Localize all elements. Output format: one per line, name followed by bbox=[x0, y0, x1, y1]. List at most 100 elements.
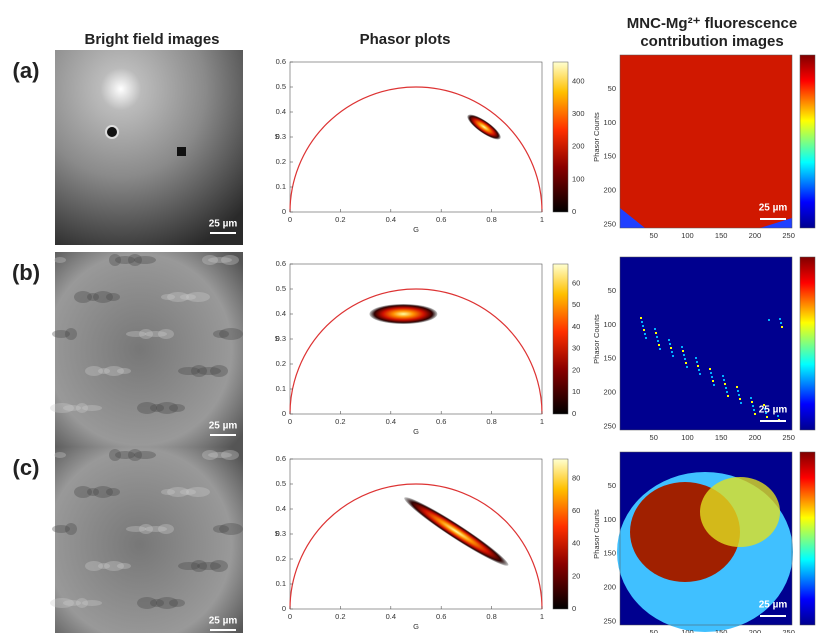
x-tick-label: 0 bbox=[288, 612, 292, 621]
image-x-tick-label: 250 bbox=[782, 231, 795, 240]
texture bbox=[109, 449, 121, 461]
particle bbox=[106, 126, 118, 138]
speck bbox=[699, 373, 701, 375]
x-tick-label: 0.4 bbox=[386, 417, 396, 426]
colorbar-label: Phasor Counts bbox=[592, 112, 601, 162]
y-tick-label: 0.1 bbox=[276, 182, 286, 191]
x-tick-label: 0.8 bbox=[486, 215, 496, 224]
x-tick-label: 0.6 bbox=[436, 215, 446, 224]
image-x-tick-label: 150 bbox=[715, 433, 728, 442]
image-y-tick-label: 150 bbox=[603, 354, 616, 363]
speck bbox=[681, 346, 683, 348]
image-x-tick-label: 100 bbox=[681, 231, 694, 240]
bright-field-image bbox=[55, 50, 243, 245]
speck bbox=[738, 394, 740, 396]
colorbar-tick-label: 10 bbox=[572, 387, 580, 396]
texture bbox=[161, 294, 175, 300]
texture bbox=[74, 291, 92, 303]
colorbar bbox=[553, 459, 568, 609]
speck bbox=[671, 351, 673, 353]
particle bbox=[177, 147, 186, 156]
colorbar bbox=[800, 452, 815, 625]
speck bbox=[768, 319, 770, 321]
row-label: (a) bbox=[13, 58, 40, 83]
image-x-tick-label: 50 bbox=[650, 231, 658, 240]
colorbar-tick-label: 50 bbox=[572, 300, 580, 309]
y-axis-label: S bbox=[274, 132, 279, 141]
speck bbox=[644, 333, 646, 335]
colorbar-tick-label: 20 bbox=[572, 571, 580, 580]
figure: Bright field images Phasor plots MNC-Mg²… bbox=[0, 0, 817, 633]
speck bbox=[754, 413, 756, 415]
x-tick-label: 0.4 bbox=[386, 215, 396, 224]
y-tick-label: 0.5 bbox=[276, 82, 286, 91]
speck bbox=[750, 397, 752, 399]
x-tick-label: 0.4 bbox=[386, 612, 396, 621]
speck bbox=[654, 328, 656, 330]
contribution-region bbox=[700, 477, 780, 547]
image-y-tick-label: 100 bbox=[603, 320, 616, 329]
colorbar-label: Phasor Counts bbox=[592, 314, 601, 364]
colorbar-label: Phasor Counts bbox=[592, 509, 601, 559]
image-y-tick-label: 150 bbox=[603, 549, 616, 558]
speck bbox=[655, 332, 657, 334]
colorbar-tick-label: 60 bbox=[572, 506, 580, 515]
scale-bar-label: 25 µm bbox=[209, 616, 238, 627]
image-x-tick-label: 250 bbox=[782, 433, 795, 442]
speck bbox=[682, 350, 684, 352]
image-y-tick-label: 250 bbox=[603, 220, 616, 229]
speck bbox=[711, 376, 713, 378]
x-tick-label: 0.2 bbox=[335, 215, 345, 224]
colorbar-tick-label: 0 bbox=[572, 604, 576, 613]
image-y-tick-label: 200 bbox=[603, 583, 616, 592]
image-y-tick-label: 200 bbox=[603, 388, 616, 397]
image-y-tick-label: 250 bbox=[603, 422, 616, 431]
texture bbox=[126, 526, 146, 532]
plot-area bbox=[290, 459, 542, 609]
column-header: MNC-Mg²⁺ fluorescence bbox=[627, 15, 797, 32]
x-tick-label: 0.8 bbox=[486, 612, 496, 621]
speck bbox=[683, 354, 685, 356]
texture bbox=[54, 452, 66, 458]
y-tick-label: 0.2 bbox=[276, 157, 286, 166]
speck bbox=[686, 366, 688, 368]
x-tick-label: 0.8 bbox=[486, 417, 496, 426]
y-tick-label: 0.4 bbox=[276, 504, 286, 513]
x-tick-label: 0.6 bbox=[436, 612, 446, 621]
image-x-tick-label: 100 bbox=[681, 433, 694, 442]
y-tick-label: 0.5 bbox=[276, 284, 286, 293]
texture bbox=[109, 254, 121, 266]
speck bbox=[684, 358, 686, 360]
colorbar-tick-label: 200 bbox=[572, 142, 585, 151]
colorbar-tick-label: 400 bbox=[572, 76, 585, 85]
speck bbox=[672, 355, 674, 357]
scale-bar-label: 25 µm bbox=[209, 421, 238, 432]
texture bbox=[161, 489, 175, 495]
texture bbox=[137, 597, 157, 609]
speck bbox=[724, 383, 726, 385]
speck bbox=[722, 375, 724, 377]
y-tick-label: 0.2 bbox=[276, 554, 286, 563]
colorbar-tick-label: 300 bbox=[572, 109, 585, 118]
column-header: Bright field images bbox=[84, 31, 219, 48]
texture bbox=[137, 402, 157, 414]
image-x-tick-label: 150 bbox=[715, 628, 728, 633]
speck bbox=[641, 321, 643, 323]
speck bbox=[713, 384, 715, 386]
texture bbox=[213, 330, 229, 338]
y-tick-label: 0 bbox=[282, 604, 286, 613]
y-axis-label: S bbox=[274, 529, 279, 538]
row-label: (b) bbox=[12, 260, 40, 285]
column-header: Phasor plots bbox=[360, 31, 451, 48]
y-tick-label: 0.1 bbox=[276, 579, 286, 588]
speck bbox=[726, 391, 728, 393]
speck bbox=[723, 379, 725, 381]
texture bbox=[85, 366, 103, 376]
x-axis-label: G bbox=[413, 622, 419, 631]
scale-bar-label: 25 µm bbox=[759, 600, 788, 611]
colorbar-tick-label: 60 bbox=[572, 278, 580, 287]
texture bbox=[202, 450, 218, 460]
texture bbox=[202, 255, 218, 265]
row-label: (c) bbox=[13, 455, 40, 480]
speck bbox=[642, 325, 644, 327]
